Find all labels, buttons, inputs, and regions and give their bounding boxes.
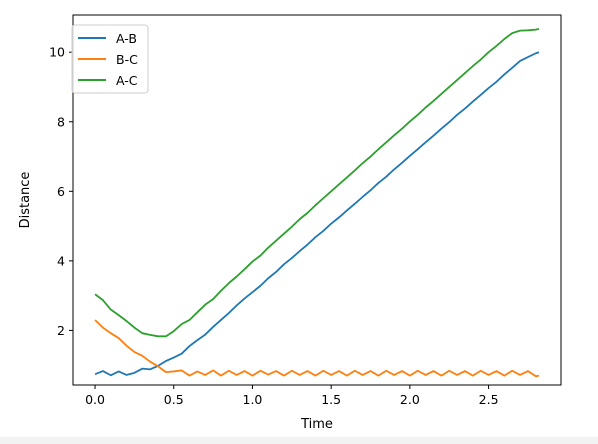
y-tick-label: 10	[49, 45, 65, 60]
plot-area	[73, 15, 561, 385]
series-line-a-c	[94, 28, 540, 338]
legend-label-b-c: B-C	[116, 52, 138, 67]
legend: A-B B-C A-C	[71, 24, 149, 94]
series-line-b-c	[94, 319, 540, 378]
legend-label-a-b: A-B	[116, 31, 137, 46]
plot-frame	[72, 14, 562, 386]
x-tick-label: 0.0	[85, 392, 105, 407]
y-tick-label: 2	[57, 323, 65, 338]
y-tick-label: 6	[57, 184, 65, 199]
y-tick-label: 4	[57, 253, 65, 268]
y-tick-label: 8	[57, 114, 65, 129]
x-tick-label: 0.5	[164, 392, 184, 407]
legend-label-a-c: A-C	[116, 73, 138, 88]
legend-frame	[71, 24, 149, 94]
window-bottom-strip	[0, 437, 598, 444]
ticks-layer: 0.0 0.5 1.0 1.5 2.0 2.5 2 4 6 8 10	[49, 45, 498, 407]
y-axis-label: Distance	[18, 172, 33, 229]
x-tick-label: 1.5	[321, 392, 341, 407]
series-layer	[94, 28, 540, 378]
x-tick-label: 1.0	[243, 392, 263, 407]
x-tick-label: 2.0	[400, 392, 420, 407]
series-line-a-b	[94, 51, 540, 377]
x-tick-label: 2.5	[479, 392, 499, 407]
x-axis-label: Time	[300, 417, 333, 432]
